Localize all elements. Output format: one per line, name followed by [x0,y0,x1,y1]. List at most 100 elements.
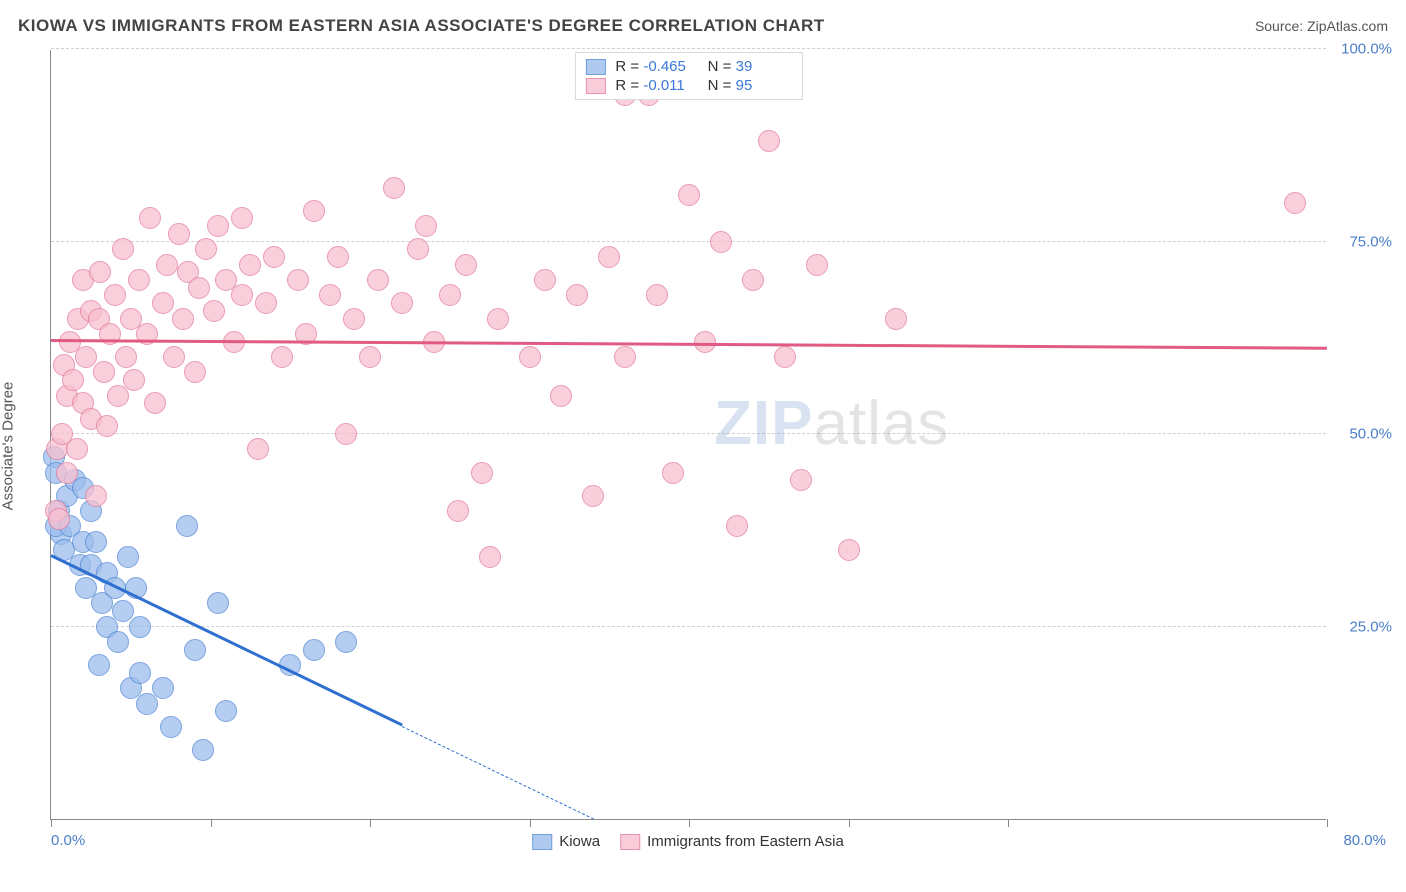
data-point-eastern_asia [582,485,604,507]
data-point-eastern_asia [710,231,732,253]
data-point-eastern_asia [263,246,285,268]
data-point-eastern_asia [455,254,477,276]
data-point-eastern_asia [56,462,78,484]
data-point-eastern_asia [66,438,88,460]
data-point-eastern_asia [479,546,501,568]
data-point-kiowa [215,700,237,722]
legend-swatch-kiowa [532,834,552,850]
data-point-eastern_asia [726,515,748,537]
x-tick [1327,819,1328,827]
chart-title: KIOWA VS IMMIGRANTS FROM EASTERN ASIA AS… [18,16,825,36]
y-tick-label: 100.0% [1341,41,1392,58]
data-point-eastern_asia [184,361,206,383]
data-point-eastern_asia [550,385,572,407]
data-point-eastern_asia [327,246,349,268]
legend-item-kiowa: Kiowa [532,833,600,850]
data-point-eastern_asia [48,508,70,530]
data-point-eastern_asia [303,200,325,222]
data-point-eastern_asia [231,207,253,229]
x-tick [530,819,531,827]
data-point-eastern_asia [287,269,309,291]
data-point-eastern_asia [534,269,556,291]
data-point-eastern_asia [838,539,860,561]
data-point-eastern_asia [598,246,620,268]
data-point-eastern_asia [231,284,253,306]
data-point-eastern_asia [195,238,217,260]
watermark: ZIPatlas [714,388,949,459]
stats-legend-row-kiowa: R = -0.465 N = 39 [585,57,791,76]
data-point-eastern_asia [1284,192,1306,214]
data-point-eastern_asia [89,261,111,283]
data-point-kiowa [303,639,325,661]
data-point-eastern_asia [85,485,107,507]
source-label: Source: ZipAtlas.com [1255,18,1388,34]
legend-swatch-eastern_asia [585,78,605,94]
data-point-eastern_asia [566,284,588,306]
data-point-eastern_asia [128,269,150,291]
x-tick [849,819,850,827]
trend-line [402,726,594,819]
data-point-eastern_asia [163,346,185,368]
data-point-eastern_asia [144,392,166,414]
data-point-eastern_asia [96,415,118,437]
data-point-eastern_asia [742,269,764,291]
data-point-eastern_asia [115,346,137,368]
x-tick [211,819,212,827]
data-point-eastern_asia [203,300,225,322]
data-point-eastern_asia [239,254,261,276]
data-point-eastern_asia [885,308,907,330]
data-point-eastern_asia [335,423,357,445]
data-point-eastern_asia [646,284,668,306]
data-point-eastern_asia [790,469,812,491]
data-point-eastern_asia [662,462,684,484]
data-point-eastern_asia [471,462,493,484]
data-point-eastern_asia [383,177,405,199]
stats-legend: R = -0.465 N = 39R = -0.011 N = 95 [574,52,802,100]
x-axis-max-label: 80.0% [1343,832,1386,849]
data-point-eastern_asia [415,215,437,237]
stats-legend-row-eastern_asia: R = -0.011 N = 95 [585,76,791,95]
data-point-eastern_asia [758,130,780,152]
gridline [51,433,1326,434]
data-point-eastern_asia [319,284,341,306]
legend-bottom: Kiowa Immigrants from Eastern Asia [532,833,844,850]
data-point-eastern_asia [104,284,126,306]
gridline [51,48,1326,49]
data-point-eastern_asia [519,346,541,368]
y-tick-label: 75.0% [1349,233,1392,250]
data-point-eastern_asia [447,500,469,522]
data-point-eastern_asia [614,346,636,368]
data-point-eastern_asia [93,361,115,383]
data-point-kiowa [85,531,107,553]
y-tick-label: 25.0% [1349,618,1392,635]
data-point-eastern_asia [359,346,381,368]
data-point-kiowa [160,716,182,738]
data-point-kiowa [129,616,151,638]
data-point-eastern_asia [439,284,461,306]
data-point-eastern_asia [75,346,97,368]
gridline [51,241,1326,242]
data-point-eastern_asia [774,346,796,368]
data-point-eastern_asia [367,269,389,291]
data-point-eastern_asia [139,207,161,229]
data-point-kiowa [207,592,229,614]
data-point-eastern_asia [694,331,716,353]
data-point-eastern_asia [407,238,429,260]
y-tick-label: 50.0% [1349,426,1392,443]
gridline [51,626,1326,627]
legend-label-eastern_asia: Immigrants from Eastern Asia [647,833,844,850]
data-point-eastern_asia [487,308,509,330]
data-point-eastern_asia [168,223,190,245]
data-point-eastern_asia [112,238,134,260]
data-point-eastern_asia [271,346,293,368]
scatter-plot: ZIPatlas 25.0%50.0%75.0%100.0%0.0%80.0%R… [50,50,1326,820]
data-point-kiowa [192,739,214,761]
x-tick [689,819,690,827]
data-point-eastern_asia [343,308,365,330]
data-point-eastern_asia [255,292,277,314]
data-point-eastern_asia [62,369,84,391]
legend-swatch-kiowa [585,59,605,75]
data-point-kiowa [112,600,134,622]
data-point-eastern_asia [123,369,145,391]
data-point-eastern_asia [156,254,178,276]
